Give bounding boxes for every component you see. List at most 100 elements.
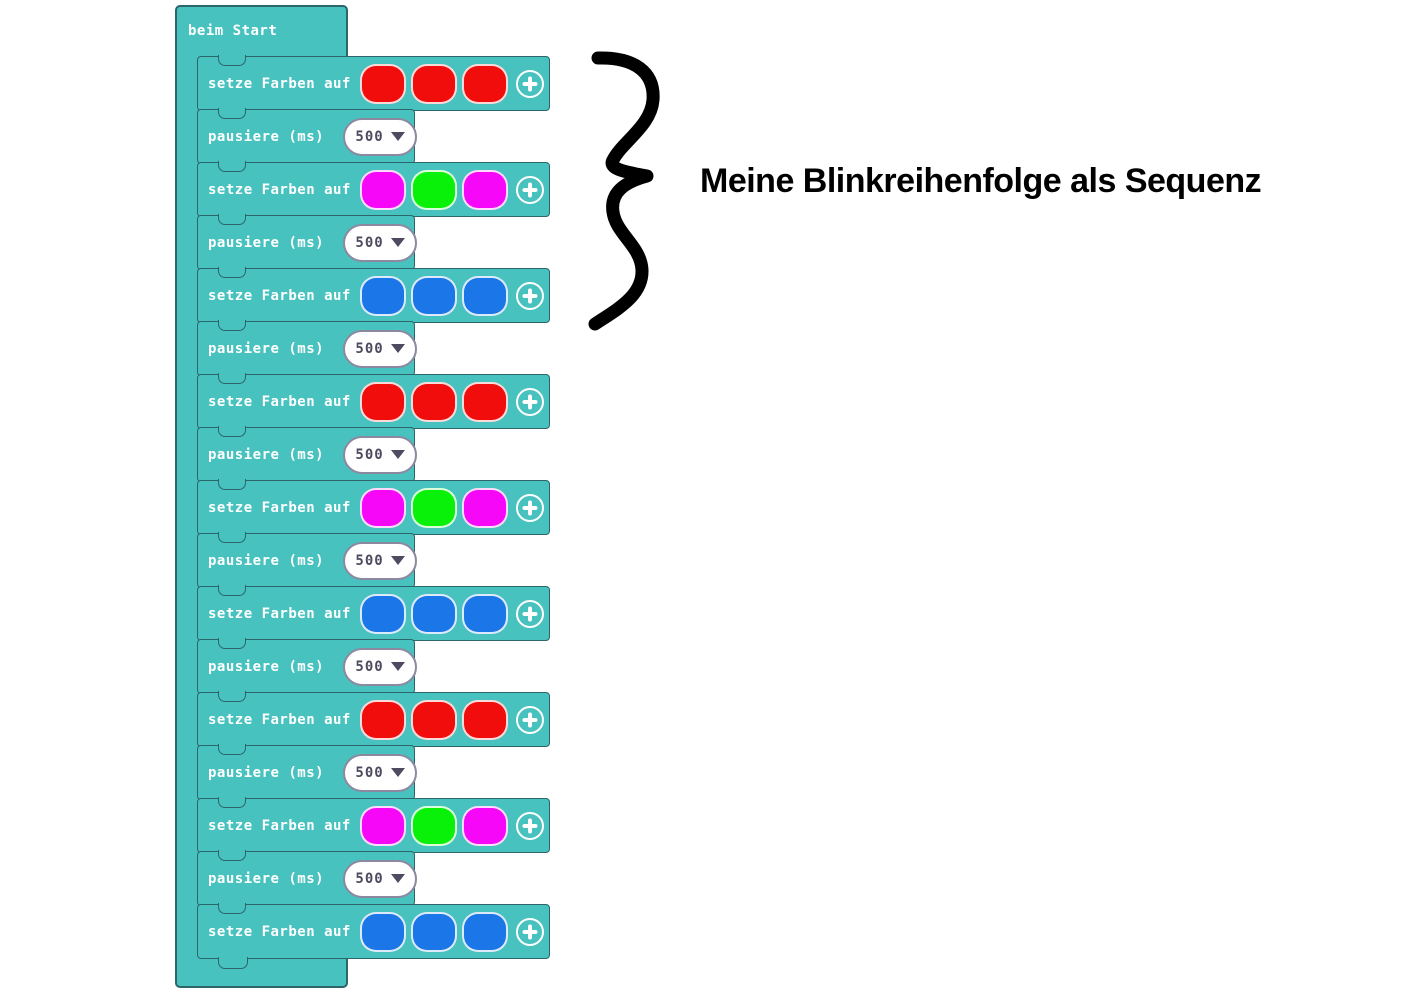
block-notch	[218, 108, 246, 119]
pause-duration-value: 500	[355, 552, 384, 569]
pause-block[interactable]: pausiere (ms) 500	[197, 744, 418, 800]
pause-duration-dropdown[interactable]: 500	[343, 117, 418, 156]
color-slot-3[interactable]	[461, 63, 508, 104]
set-colors-label: setze Farben auf	[208, 181, 351, 198]
pause-block[interactable]: pausiere (ms) 500	[197, 214, 418, 270]
add-color-button[interactable]	[515, 917, 544, 946]
set-colors-block[interactable]: setze Farben auf	[197, 691, 550, 747]
block-notch	[218, 903, 246, 914]
pause-block[interactable]: pausiere (ms) 500	[197, 426, 418, 482]
chevron-down-icon[interactable]	[390, 556, 405, 565]
pause-label: pausiere (ms)	[208, 870, 325, 887]
pause-duration-dropdown[interactable]: 500	[343, 647, 418, 686]
color-slot-1[interactable]	[359, 593, 406, 634]
block-notch	[218, 161, 246, 172]
color-slot-2[interactable]	[410, 381, 457, 422]
annotation-text: Meine Blinkreihenfolge als Sequenz	[700, 162, 1262, 200]
set-colors-label: setze Farben auf	[208, 75, 351, 92]
set-colors-label: setze Farben auf	[208, 393, 351, 410]
color-slot-1[interactable]	[359, 699, 406, 740]
pause-duration-value: 500	[355, 446, 384, 463]
color-slot-2[interactable]	[410, 699, 457, 740]
color-slot-1[interactable]	[359, 381, 406, 422]
block-notch	[218, 532, 246, 543]
pause-duration-dropdown[interactable]: 500	[343, 753, 418, 792]
pause-duration-dropdown[interactable]: 500	[343, 541, 418, 580]
pause-block[interactable]: pausiere (ms) 500	[197, 532, 418, 588]
pause-duration-value: 500	[355, 870, 384, 887]
chevron-down-icon[interactable]	[390, 662, 405, 671]
set-colors-label: setze Farben auf	[208, 817, 351, 834]
pause-block[interactable]: pausiere (ms) 500	[197, 850, 418, 906]
color-slot-2[interactable]	[410, 805, 457, 846]
chevron-down-icon[interactable]	[390, 450, 405, 459]
pause-duration-value: 500	[355, 764, 384, 781]
chevron-down-icon[interactable]	[390, 344, 405, 353]
set-colors-block[interactable]: setze Farben auf	[197, 161, 550, 217]
pause-block[interactable]: pausiere (ms) 500	[197, 108, 418, 164]
add-color-button[interactable]	[515, 599, 544, 628]
color-slot-3[interactable]	[461, 911, 508, 952]
add-color-button[interactable]	[515, 69, 544, 98]
color-slot-2[interactable]	[410, 275, 457, 316]
color-slot-1[interactable]	[359, 911, 406, 952]
add-color-button[interactable]	[515, 281, 544, 310]
add-color-button[interactable]	[515, 175, 544, 204]
set-colors-label: setze Farben auf	[208, 711, 351, 728]
pause-label: pausiere (ms)	[208, 234, 325, 251]
color-slot-1[interactable]	[359, 487, 406, 528]
block-notch	[218, 691, 246, 702]
chevron-down-icon[interactable]	[390, 238, 405, 247]
block-notch	[218, 850, 246, 861]
pause-block[interactable]: pausiere (ms) 500	[197, 638, 418, 694]
color-slot-1[interactable]	[359, 169, 406, 210]
color-slot-3[interactable]	[461, 381, 508, 422]
pause-duration-dropdown[interactable]: 500	[343, 329, 418, 368]
chevron-down-icon[interactable]	[390, 768, 405, 777]
color-slot-3[interactable]	[461, 593, 508, 634]
color-slot-1[interactable]	[359, 63, 406, 104]
add-color-button[interactable]	[515, 493, 544, 522]
set-colors-block[interactable]: setze Farben auf	[197, 55, 550, 111]
color-slot-2[interactable]	[410, 911, 457, 952]
block-notch	[218, 797, 246, 808]
block-notch	[218, 744, 246, 755]
block-notch	[218, 214, 246, 225]
pause-duration-dropdown[interactable]: 500	[343, 859, 418, 898]
pause-duration-dropdown[interactable]: 500	[343, 435, 418, 474]
color-slot-3[interactable]	[461, 169, 508, 210]
chevron-down-icon[interactable]	[390, 874, 405, 883]
color-slot-2[interactable]	[410, 63, 457, 104]
pause-label: pausiere (ms)	[208, 552, 325, 569]
color-slot-3[interactable]	[461, 699, 508, 740]
on-start-label: beim Start	[188, 23, 278, 39]
color-slot-2[interactable]	[410, 169, 457, 210]
block-notch	[218, 267, 246, 278]
set-colors-block[interactable]: setze Farben auf	[197, 479, 550, 535]
block-notch	[218, 585, 246, 596]
color-slot-2[interactable]	[410, 487, 457, 528]
add-color-button[interactable]	[515, 705, 544, 734]
color-slot-2[interactable]	[410, 593, 457, 634]
set-colors-block[interactable]: setze Farben auf	[197, 797, 550, 853]
color-slot-3[interactable]	[461, 805, 508, 846]
set-colors-block[interactable]: setze Farben auf	[197, 267, 550, 323]
pause-duration-dropdown[interactable]: 500	[343, 223, 418, 262]
pause-block[interactable]: pausiere (ms) 500	[197, 320, 418, 376]
add-color-button[interactable]	[515, 811, 544, 840]
color-slot-3[interactable]	[461, 487, 508, 528]
color-slot-1[interactable]	[359, 805, 406, 846]
set-colors-label: setze Farben auf	[208, 499, 351, 516]
set-colors-block[interactable]: setze Farben auf	[197, 903, 550, 969]
set-colors-block[interactable]: setze Farben auf	[197, 585, 550, 641]
chevron-down-icon[interactable]	[390, 132, 405, 141]
color-slot-3[interactable]	[461, 275, 508, 316]
color-slot-1[interactable]	[359, 275, 406, 316]
set-colors-label: setze Farben auf	[208, 923, 351, 940]
block-notch	[218, 373, 246, 384]
add-color-button[interactable]	[515, 387, 544, 416]
block-notch	[218, 320, 246, 331]
block-notch	[218, 426, 246, 437]
set-colors-block[interactable]: setze Farben auf	[197, 373, 550, 429]
